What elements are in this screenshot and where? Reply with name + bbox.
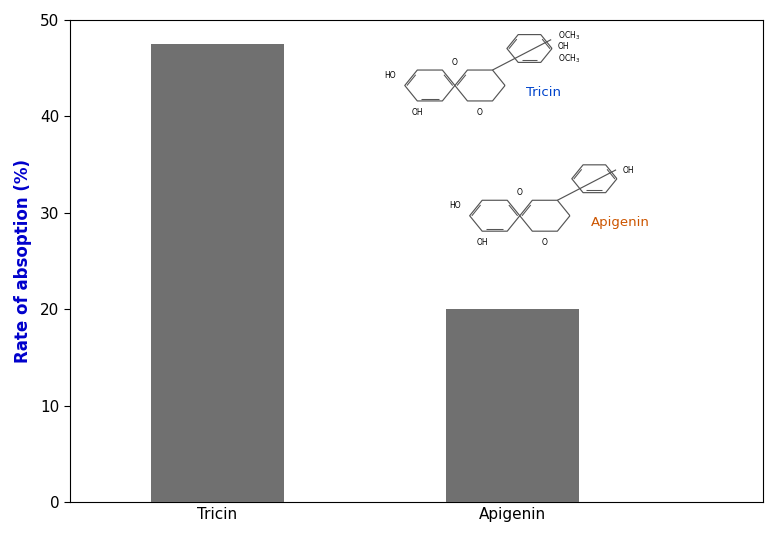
Text: OH: OH — [412, 108, 423, 117]
Text: Apigenin: Apigenin — [591, 217, 650, 229]
Bar — [446, 309, 579, 502]
Text: OCH$_3$: OCH$_3$ — [558, 52, 580, 64]
Text: OH: OH — [623, 166, 635, 175]
Text: HO: HO — [385, 71, 396, 80]
Text: O: O — [452, 58, 458, 66]
Text: HO: HO — [449, 202, 461, 211]
Text: OH: OH — [476, 239, 488, 248]
Bar — [151, 44, 284, 502]
Text: O: O — [517, 188, 523, 197]
Text: OCH$_3$: OCH$_3$ — [558, 30, 580, 42]
Text: OH: OH — [558, 42, 570, 51]
Text: O: O — [477, 108, 483, 117]
Text: Tricin: Tricin — [526, 86, 561, 99]
Y-axis label: Rate of absoption (%): Rate of absoption (%) — [14, 159, 32, 363]
Text: O: O — [542, 239, 548, 248]
